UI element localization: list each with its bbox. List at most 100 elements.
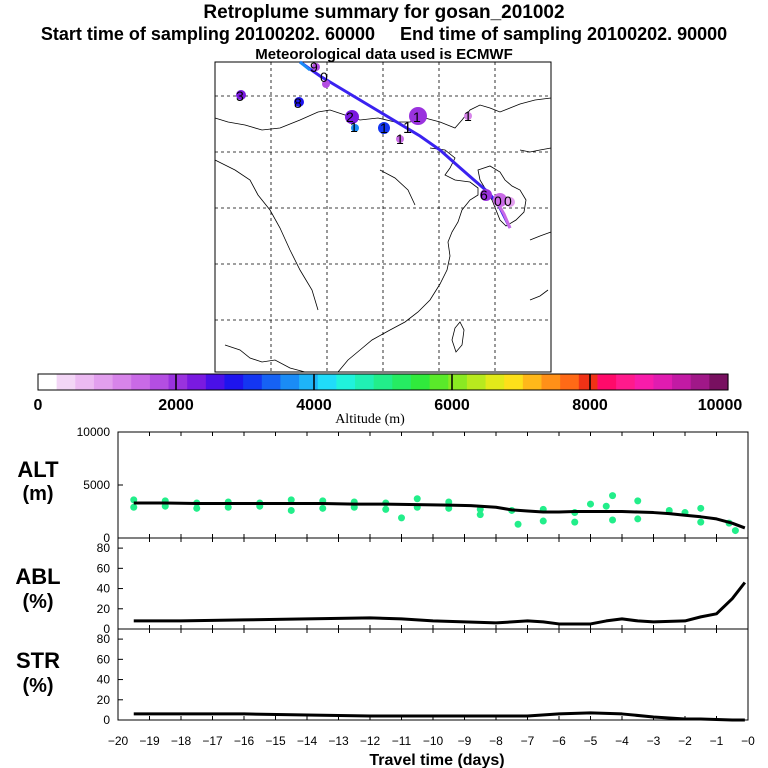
- alt-scatter-point: [587, 500, 594, 508]
- x-tick-label: −13: [328, 734, 349, 748]
- plume-label: 1: [403, 120, 412, 137]
- colorbar-cell: [355, 374, 375, 390]
- colorbar-frame: [37, 373, 729, 391]
- y-tick-label: 10000: [77, 425, 111, 439]
- colorbar-cell: [168, 374, 188, 390]
- japan-coast: [529, 231, 552, 241]
- alt-scatter-point: [571, 518, 579, 526]
- plume-label: 1: [396, 131, 404, 147]
- x-tick-label: −17: [202, 734, 223, 748]
- alt-scatter-point: [193, 504, 201, 512]
- taiwan: [451, 321, 465, 353]
- y-tick-label: 20: [97, 693, 111, 707]
- alt-scatter-point: [609, 492, 617, 500]
- colorbar-cell: [522, 374, 543, 390]
- y-tick-label: 60: [97, 561, 111, 575]
- sw-border: [224, 344, 306, 373]
- colorbar-cell: [299, 374, 319, 390]
- colorbar-cell: [373, 374, 393, 390]
- plume-label: 1: [380, 120, 388, 136]
- alt-scatter-point: [697, 504, 705, 512]
- alt-scatter-point: [539, 517, 547, 525]
- y-tick-label: 40: [97, 582, 111, 596]
- colorbar-cell: [336, 374, 356, 390]
- alt-scatter-point: [398, 514, 405, 522]
- colorbar-cell: [187, 374, 207, 390]
- str-frame: [117, 628, 749, 721]
- alt-frame: [117, 431, 749, 539]
- colorbar-cell: [560, 374, 580, 390]
- colorbar-cell: [653, 374, 673, 390]
- x-tick-label: −20: [108, 734, 129, 748]
- x-tick-label: −4: [615, 734, 629, 748]
- plume-point: [236, 90, 246, 100]
- colorbar-cell: [131, 374, 151, 390]
- alt-yunit: (m): [22, 483, 53, 505]
- plume-label: 1: [464, 108, 472, 124]
- x-tick-label: −0: [741, 734, 755, 748]
- alt-panel: 10000 5000 0: [77, 425, 749, 545]
- y-tick-label: 60: [97, 652, 111, 666]
- colorbar-cell: [75, 374, 95, 390]
- colorbar-cell: [634, 374, 655, 390]
- x-tick-labels: −20 −19 −18 −17 −16 −15 −14 −13 −12 −11 −10 −9 −8 −7 −…: [108, 734, 755, 748]
- plume-label: 0: [494, 193, 502, 209]
- border-line: [214, 97, 552, 131]
- coast-se: [529, 289, 549, 301]
- colorbar-tick: 2000: [158, 397, 194, 414]
- colorbar-cell: [485, 374, 505, 390]
- plume-point: [493, 193, 507, 207]
- y-tick-label: 0: [103, 622, 110, 636]
- x-tick-label: −8: [489, 734, 503, 748]
- y-tick-label: 80: [97, 632, 111, 646]
- alt-scatter-point: [602, 502, 610, 510]
- colorbar-cell: [616, 374, 636, 390]
- x-tick-label: −11: [392, 734, 412, 748]
- plume-point: [312, 63, 320, 71]
- met-data-label: Meteorological data used is ECMWF: [255, 46, 513, 63]
- colorbar-cell: [504, 374, 524, 390]
- plume-label: 8: [294, 95, 302, 111]
- chart-title: Retroplume summary for gosan_201002: [203, 2, 565, 23]
- x-tick-label: −16: [234, 734, 255, 748]
- colorbar-cell: [93, 374, 114, 390]
- plume-point: [351, 124, 359, 132]
- plume-point: [409, 107, 427, 125]
- colorbar-cell: [317, 374, 337, 390]
- plume-label: 9: [310, 59, 318, 75]
- alt-ylabel: ALT: [17, 457, 59, 482]
- plume-point: [480, 189, 492, 201]
- alt-scatter-point: [476, 511, 484, 519]
- alt-scatter-point: [382, 505, 390, 513]
- x-tick-label: −15: [265, 734, 286, 748]
- x-tick-label: −9: [458, 734, 472, 748]
- colorbar-tick: 4000: [296, 397, 332, 414]
- abl-frame: [117, 537, 749, 630]
- colorbar-cell: [261, 374, 282, 390]
- plume-point: [378, 122, 390, 134]
- colorbar-cell: [672, 374, 692, 390]
- colorbar-cell: [429, 374, 449, 390]
- x-tick-label: −6: [552, 734, 566, 748]
- alt-scatter-point: [287, 506, 295, 514]
- colorbar-tick: 6000: [434, 397, 470, 414]
- x-tick-label: −14: [297, 734, 318, 748]
- colorbar-cell: [205, 374, 226, 390]
- colorbar-cell: [56, 374, 76, 390]
- plume-point: [294, 97, 304, 107]
- alt-scatter-point: [130, 503, 138, 511]
- map-panel: 3 8 0 2 1 1 1 1 1 1 9 6 0 0: [214, 59, 552, 373]
- colorbar-cell: [38, 374, 58, 390]
- sampling-times: Start time of sampling 20100202. 60000 E…: [0, 24, 768, 45]
- plume-track: 3 8 0 2 1 1 1 1 1 1 9 6 0 0: [236, 59, 515, 229]
- trajectory-line-start: [299, 60, 311, 72]
- x-tick-label: −10: [423, 734, 444, 748]
- colorbar: 0 2000 4000 6000 8000 10000 Altitude (m): [34, 373, 742, 427]
- time-series-panels: ALT (m) ABL (%) STR (%) Travel time (day…: [15, 425, 755, 768]
- x-tick-label: −18: [171, 734, 192, 748]
- colorbar-cell: [392, 374, 412, 390]
- y-tick-label: 0: [103, 531, 110, 545]
- alt-scatter-point: [697, 518, 705, 526]
- china-coast: [337, 147, 479, 373]
- alt-scatter-point: [609, 516, 617, 524]
